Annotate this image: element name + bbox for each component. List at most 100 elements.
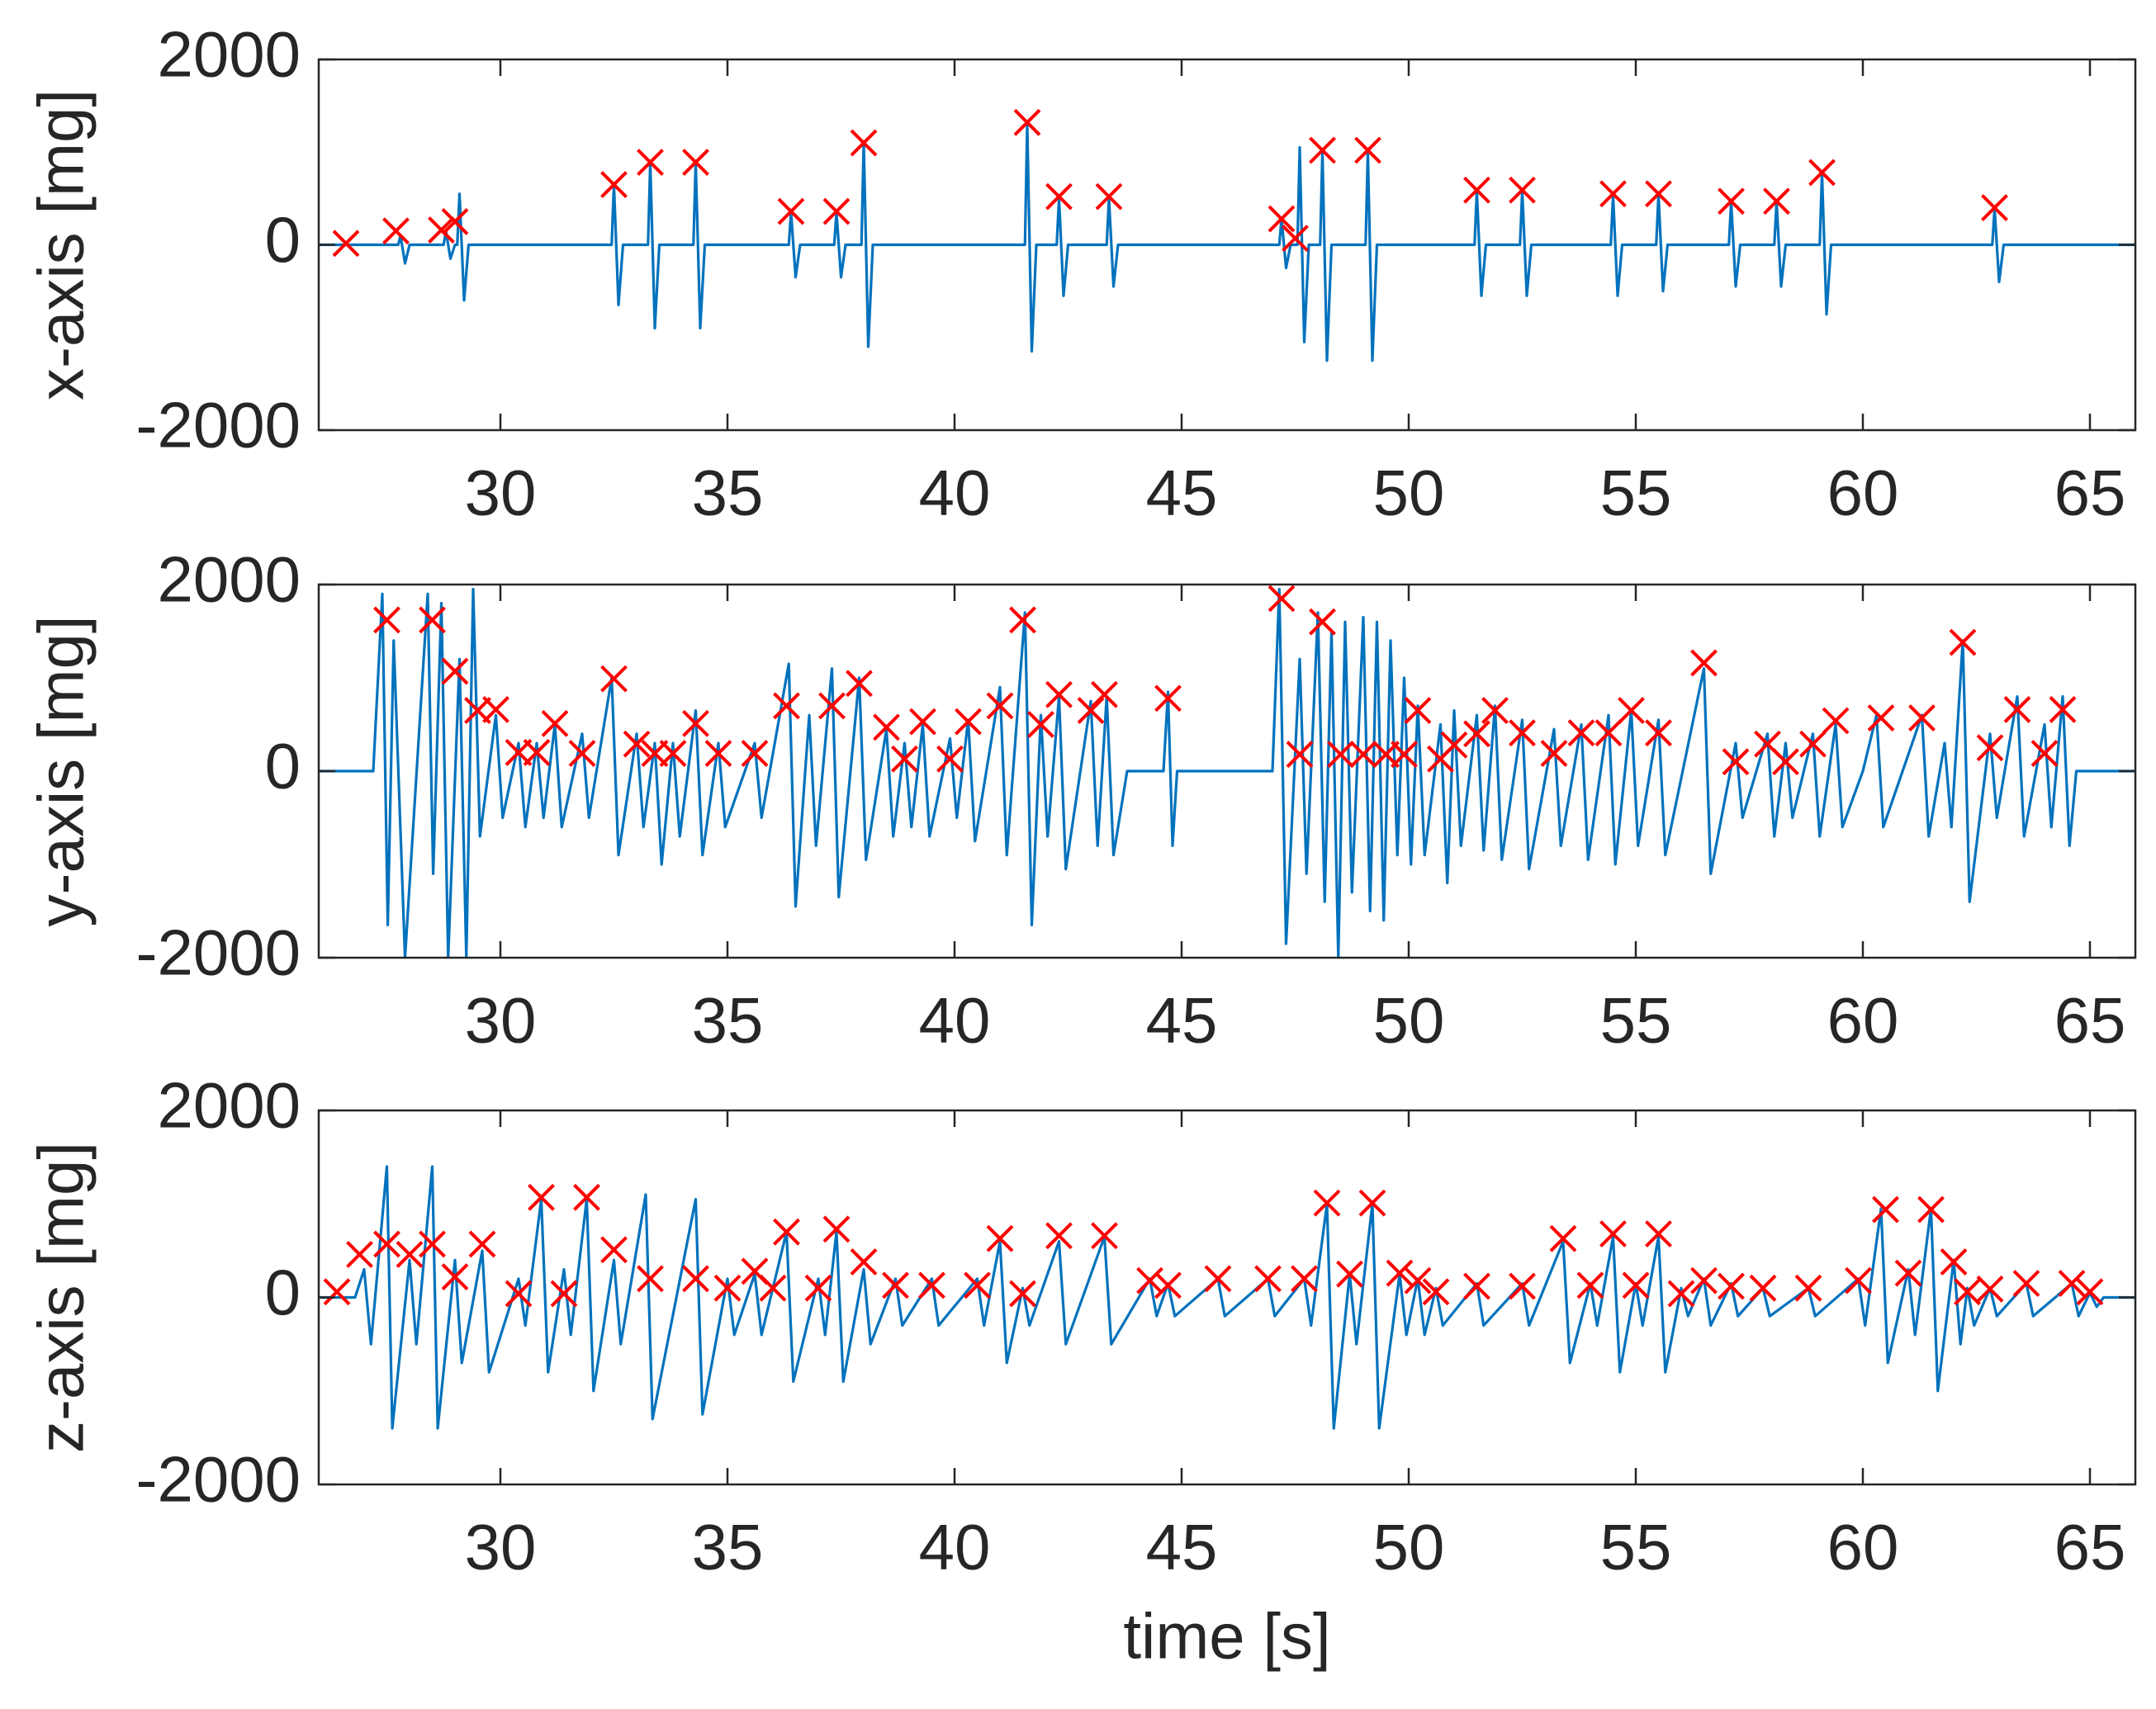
peak-marker (1254, 1265, 1282, 1293)
peak-marker (1268, 585, 1296, 613)
peak-marker (1091, 1222, 1118, 1250)
peak-marker (2030, 740, 2059, 767)
x-tick-label: 40 (919, 1511, 991, 1584)
peak-marker (891, 745, 918, 773)
x-tick-label: 30 (465, 457, 537, 529)
peak-marker (1690, 649, 1718, 677)
plot-content (319, 1165, 2135, 1430)
peak-marker (1822, 707, 1850, 735)
peak-marker (1440, 731, 1468, 759)
peak-marker (822, 197, 851, 225)
peak-marker (918, 1271, 945, 1300)
peak-marker (637, 1265, 664, 1293)
x-tick-label: 55 (1600, 984, 1672, 1057)
peak-marker (1268, 205, 1296, 233)
x-tick-label: 60 (1827, 984, 1899, 1057)
peak-marker (773, 692, 800, 720)
peak-marker (986, 1224, 1014, 1252)
peak-marker (1917, 1195, 1945, 1224)
peak-marker (846, 670, 873, 698)
peak-marker (1136, 1266, 1163, 1295)
peak-marker (873, 713, 900, 741)
peak-marker (1749, 1274, 1777, 1302)
y-axis-label: y-axis [mg] (25, 615, 97, 926)
peak-marker (1549, 1224, 1577, 1252)
peak-marker (568, 740, 596, 767)
x-tick-label: 35 (692, 984, 764, 1057)
peak-marker (882, 1271, 909, 1300)
peak-marker (1422, 1278, 1450, 1306)
peak-marker (2012, 1270, 2040, 1297)
peak-marker (1349, 741, 1377, 769)
peak-marker (1045, 680, 1073, 708)
peak-marker (1509, 176, 1536, 204)
x-tick-label: 45 (1146, 984, 1218, 1057)
peak-marker (550, 1280, 578, 1308)
peak-marker (659, 740, 687, 767)
y-tick-label: -2000 (136, 916, 301, 989)
y-tick-label: 2000 (157, 1069, 301, 1142)
peak-marker (1095, 182, 1123, 211)
x-tick-label: 60 (1827, 1511, 1899, 1584)
x-tick-label: 40 (919, 984, 991, 1057)
peak-marker (1690, 1266, 1718, 1295)
peak-marker (1309, 608, 1336, 636)
peak-marker (1718, 187, 1745, 215)
peak-marker (822, 1215, 851, 1243)
peak-marker (909, 708, 936, 736)
x-tick-label: 55 (1600, 457, 1672, 529)
peak-marker (373, 1230, 400, 1258)
peak-marker (573, 1183, 600, 1211)
y-tick-label: -2000 (136, 389, 301, 462)
peak-marker (1599, 1220, 1627, 1247)
peak-marker (523, 738, 551, 766)
peak-marker (1867, 704, 1895, 732)
peak-marker (600, 1236, 628, 1264)
peak-marker (1154, 684, 1182, 712)
y-tick-label: 0 (265, 1256, 301, 1328)
peak-marker (1045, 182, 1073, 211)
y-axis-label: x-axis [mg] (25, 89, 97, 400)
peak-marker (1386, 1259, 1414, 1287)
peak-marker (1794, 1274, 1822, 1302)
peak-marker (396, 1240, 424, 1268)
peak-marker (1976, 1275, 2004, 1303)
peak-marker (682, 149, 709, 177)
y-tick-label: 2000 (157, 18, 301, 91)
peak-marker (441, 657, 469, 685)
peak-marker (600, 665, 628, 693)
peak-marker (1908, 704, 1936, 732)
peak-marker (346, 1240, 373, 1268)
peak-marker (1799, 730, 1827, 758)
peak-marker (1567, 719, 1595, 747)
peak-marker (1463, 1272, 1490, 1300)
x-tick-label: 40 (919, 457, 991, 529)
peak-marker (1013, 108, 1041, 136)
x-tick-label: 50 (1373, 457, 1445, 529)
subplot: -2000 0 2000 30 35 40 45 50 55 60 65 y-axis [mg] (25, 543, 2137, 1057)
peak-marker (1463, 720, 1490, 748)
peak-marker (1940, 1248, 1968, 1276)
peak-marker (623, 730, 651, 758)
peak-marker (1645, 719, 1672, 747)
x-tick-label: 35 (692, 457, 764, 529)
peak-marker (1404, 1266, 1432, 1295)
peak-marker (1009, 606, 1036, 634)
x-tick-label: 60 (1827, 457, 1899, 529)
peak-marker (964, 1271, 991, 1300)
peak-marker (1481, 697, 1509, 724)
peak-marker (1354, 136, 1381, 164)
x-tick-label: 35 (692, 1511, 764, 1584)
peak-marker (1594, 719, 1623, 747)
y-axis-label: z-axis [mg] (25, 1142, 97, 1453)
peak-marker (441, 208, 469, 235)
peak-marker (850, 129, 878, 157)
x-axis-label: time [s] (1123, 1600, 1330, 1673)
peak-marker (428, 216, 455, 244)
peak-marker (2049, 696, 2077, 723)
x-tick-label: 45 (1146, 457, 1218, 529)
peak-marker (468, 1230, 496, 1258)
x-tick-label: 65 (2054, 1511, 2126, 1584)
peak-marker (1894, 1259, 1922, 1287)
